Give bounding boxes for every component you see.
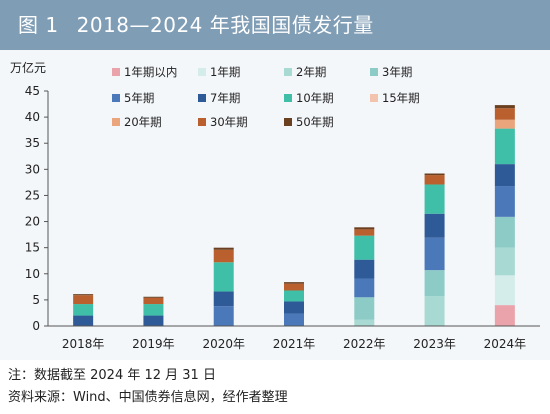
x-tick-label: 2021年: [273, 337, 316, 351]
figure-number: 图 1: [18, 13, 59, 37]
bar-segment: [424, 175, 445, 185]
bar-segment: [494, 128, 515, 165]
legend-swatch: [198, 68, 206, 76]
bar-segment: [494, 164, 515, 187]
bar-segment: [73, 294, 94, 296]
bar-segment: [143, 296, 164, 298]
legend-swatch: [284, 68, 292, 76]
bar-segment: [143, 315, 164, 326]
y-tick-label: 5: [32, 293, 40, 307]
bar-segment: [213, 306, 234, 326]
bar-segment: [213, 291, 234, 307]
x-tick-label: 2024年: [484, 337, 527, 351]
bar-segment: [143, 304, 164, 316]
legend-swatch: [370, 68, 378, 76]
x-tick-label: 2022年: [343, 337, 386, 351]
y-tick-label: 10: [25, 267, 40, 281]
y-tick-label: 40: [25, 110, 40, 124]
legend-swatch: [112, 68, 120, 76]
bar-segment: [354, 319, 375, 326]
y-tick-label: 20: [25, 215, 40, 229]
legend-swatch: [284, 94, 292, 102]
bar-segment: [424, 173, 445, 176]
y-tick-label: 35: [25, 136, 40, 150]
legend-label: 10年期: [296, 91, 334, 105]
bar-segment: [213, 262, 234, 292]
bar-segment: [73, 315, 94, 326]
bar-segment: [494, 216, 515, 248]
bar-segment: [354, 259, 375, 279]
bar-segment: [213, 249, 234, 263]
x-tick-label: 2020年: [202, 337, 245, 351]
legend-label: 15年期: [382, 91, 420, 105]
legend-label: 5年期: [124, 91, 154, 105]
bars: [73, 105, 515, 326]
x-axis: 2018年 2019年 2020年 2021年 2022年 2023年 2024年: [48, 325, 540, 351]
bar-segment: [73, 295, 94, 305]
legend-swatch: [112, 118, 120, 126]
x-tick-label: 2023年: [413, 337, 456, 351]
legend-label: 30年期: [210, 115, 248, 129]
bar-segment: [424, 184, 445, 214]
legend-label: 1年期以内: [124, 65, 177, 79]
bar-segment: [213, 247, 234, 250]
legend-swatch: [284, 118, 292, 126]
bar-segment: [494, 108, 515, 120]
bar-segment: [424, 213, 445, 238]
bar-segment: [143, 297, 164, 305]
legend-swatch: [112, 94, 120, 102]
bar-segment: [284, 290, 304, 302]
legend-label: 3年期: [382, 65, 412, 79]
y-axis: 0 5 10 15 20 25 30 35 40 45: [25, 84, 49, 333]
bar-segment: [424, 237, 445, 271]
bar-segment: [494, 305, 515, 326]
legend: 1年期以内 1年期 2年期 3年期 5年期 7年期 10年期 15年期 20年期 30年期 50年期: [112, 65, 420, 129]
y-axis-label: 万亿元: [10, 60, 46, 75]
bar-segment: [424, 270, 445, 297]
legend-label: 50年期: [296, 115, 334, 129]
bar-segment: [354, 297, 375, 320]
bar-segment: [284, 313, 304, 326]
y-tick-label: 15: [25, 241, 40, 255]
legend-label: 7年期: [210, 91, 240, 105]
bar-segment: [494, 275, 515, 306]
bar-segment: [494, 119, 515, 129]
bar-segment: [284, 282, 304, 284]
bar-segment: [424, 296, 445, 326]
bar-segment: [354, 235, 375, 260]
legend-swatch: [370, 94, 378, 102]
chart-area: 万亿元 0 5 10 15 20 25 30 35 40 45 2018年 2019年 2020年 20…: [0, 50, 550, 360]
bar-segment: [354, 229, 375, 236]
legend-label: 20年期: [124, 115, 162, 129]
legend-label: 1年期: [210, 65, 240, 79]
figure-title: 2018—2024 年我国国债发行量: [76, 13, 374, 37]
bar-segment: [494, 186, 515, 217]
y-tick-label: 25: [25, 188, 40, 202]
y-tick-label: 45: [25, 84, 40, 98]
legend-swatch: [198, 118, 206, 126]
legend-swatch: [198, 94, 206, 102]
bar-segment: [284, 283, 304, 291]
bar-segment: [284, 301, 304, 314]
y-tick-label: 30: [25, 162, 40, 176]
legend-label: 2年期: [296, 65, 326, 79]
footnote-source: 资料来源：Wind、中国债券信息网，经作者整理: [8, 390, 288, 405]
bar-segment: [354, 278, 375, 298]
footnote-note: 注：数据截至 2024 年 12 月 31 日: [8, 368, 216, 383]
bar-segment: [494, 247, 515, 276]
x-tick-label: 2019年: [132, 337, 175, 351]
y-tick-label: 0: [32, 319, 40, 333]
x-tick-label: 2018年: [62, 337, 105, 351]
bar-segment: [354, 227, 375, 230]
bar-segment: [494, 105, 515, 109]
figure-title-bar: 图 1 2018—2024 年我国国债发行量: [0, 0, 550, 50]
bar-segment: [73, 304, 94, 316]
